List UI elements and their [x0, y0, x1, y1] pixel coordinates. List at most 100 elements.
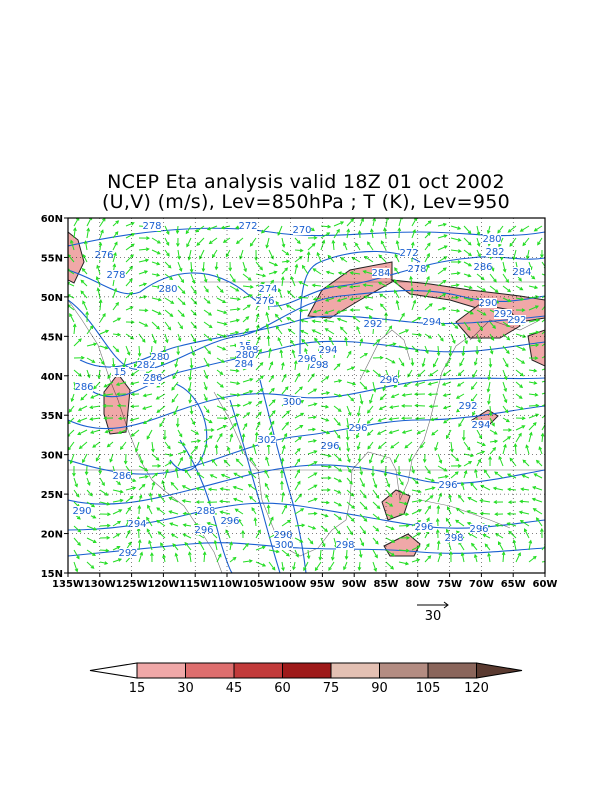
wind-vector-head [84, 240, 88, 245]
wind-vector [515, 285, 523, 291]
wind-vector [73, 228, 76, 239]
wind-vector-head [260, 229, 265, 234]
wind-vector-head [119, 498, 124, 503]
wind-vector-head [521, 360, 526, 364]
wind-vector-head [325, 298, 330, 302]
wind-vector-head [469, 311, 474, 315]
wind-vector [424, 232, 431, 239]
wind-vector [68, 304, 75, 311]
wind-vector [86, 537, 97, 543]
wind-vector-head [156, 261, 161, 266]
wind-vector-head [203, 278, 208, 283]
wind-vector [207, 522, 218, 527]
wind-vector-head [172, 543, 177, 548]
contour-label-bg [336, 540, 354, 550]
wind-vector [160, 542, 166, 551]
wind-vector-head [81, 267, 86, 272]
wind-vector-head [209, 474, 214, 478]
wind-vector-head [427, 381, 432, 386]
wind-vector-head [414, 348, 419, 353]
wind-vector-head [220, 225, 225, 230]
wind-vector-head [130, 372, 135, 376]
wind-vector [528, 305, 539, 311]
wind-vector [502, 552, 505, 563]
wind-vector [68, 405, 75, 413]
wind-vector-head [160, 542, 164, 547]
wind-vector-head [522, 347, 527, 351]
wind-vector [307, 388, 317, 395]
wind-vector [78, 405, 88, 411]
wind-vector-head [525, 255, 530, 260]
wind-vector [449, 494, 452, 503]
wind-vector-head [172, 375, 177, 380]
wind-vector-head [313, 235, 318, 240]
wind-vector-head [95, 276, 100, 281]
wind-vector [364, 296, 374, 299]
wind-vector-head [157, 464, 162, 468]
wind-vector [484, 543, 491, 551]
wind-vector [255, 411, 262, 419]
wind-vector [294, 425, 303, 431]
wind-vector [346, 477, 353, 485]
wind-vector-head [414, 416, 419, 421]
contour-label-bg [137, 360, 155, 370]
wind-vector [86, 489, 93, 496]
wind-vector [184, 469, 192, 479]
wind-vector [125, 266, 133, 275]
wind-vector [357, 441, 361, 450]
wind-vector [73, 489, 80, 498]
wind-vector-head [235, 458, 240, 463]
wind-vector [372, 501, 381, 509]
wind-vector-head [219, 487, 224, 491]
wind-vector-head [517, 552, 521, 557]
contour-label: 286 [143, 373, 162, 384]
wind-vector-head [349, 271, 354, 275]
wind-vector-head [395, 299, 400, 304]
wind-vector [515, 405, 524, 410]
wind-vector-head [277, 287, 282, 292]
wind-vector [177, 321, 183, 329]
wind-vector [190, 273, 195, 284]
wind-vector [325, 328, 335, 335]
wind-vector [307, 512, 317, 515]
wind-vector-head [75, 493, 80, 498]
wind-vector [242, 390, 253, 395]
wind-vector-head [532, 422, 537, 426]
wind-vector [424, 345, 429, 354]
wind-vector-head [420, 444, 424, 449]
wind-vector [70, 240, 75, 251]
wind-vector-head [297, 295, 302, 300]
wind-vector-head [246, 412, 251, 416]
wind-vector-head [474, 468, 478, 473]
wind-vector [528, 261, 532, 270]
wind-vector-head [407, 373, 411, 378]
wind-vector [471, 381, 478, 390]
wind-vector-head [133, 363, 138, 368]
wind-vector [476, 249, 481, 257]
wind-vector [471, 543, 478, 551]
wind-vector [541, 355, 545, 359]
wind-vector-head [487, 400, 491, 405]
wind-vector [346, 229, 350, 239]
wind-vector [411, 218, 418, 227]
wind-vector-head [518, 510, 523, 515]
wind-vector [507, 488, 517, 491]
wind-vector [138, 270, 148, 275]
wind-vector [408, 453, 413, 462]
wind-vector-head [78, 338, 82, 343]
colorbar-segment [330, 662, 380, 679]
wind-vector-head [330, 556, 335, 561]
contour-label: 284 [512, 267, 531, 278]
wind-vector-head [281, 243, 286, 248]
wind-vector [489, 321, 496, 329]
wind-vector-head [443, 245, 448, 249]
wind-vector [188, 381, 192, 392]
wind-vector-head [286, 552, 290, 557]
wind-vector [175, 357, 179, 367]
contour-label-bg [119, 548, 137, 558]
wind-vector-head [522, 459, 527, 464]
wind-vector-head [518, 395, 523, 399]
contour-label: 296 [348, 423, 367, 434]
wind-vector-head [347, 469, 352, 474]
